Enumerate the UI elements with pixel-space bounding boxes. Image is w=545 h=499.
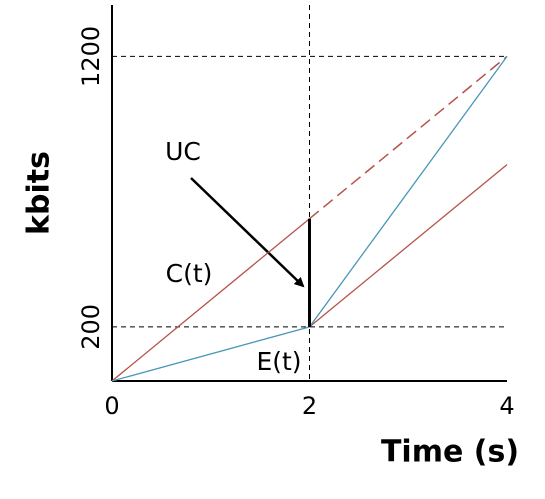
series-label: E(t) (256, 347, 301, 376)
x-tick-label: 2 (302, 392, 317, 420)
x-tick-label: 0 (104, 392, 119, 420)
series-line (309, 164, 508, 328)
y-tick-label: 200 (77, 304, 105, 350)
y-tick-label: 1200 (77, 26, 105, 87)
series-line (309, 55, 508, 220)
series-label: UC (165, 137, 201, 166)
series-label: C(t) (166, 259, 213, 288)
series-line (111, 218, 310, 382)
x-axis-title: Time (s) (381, 435, 519, 470)
arrow (190, 177, 305, 288)
y-axis-title: kbits (22, 151, 57, 235)
x-tick-label: 4 (499, 392, 514, 420)
